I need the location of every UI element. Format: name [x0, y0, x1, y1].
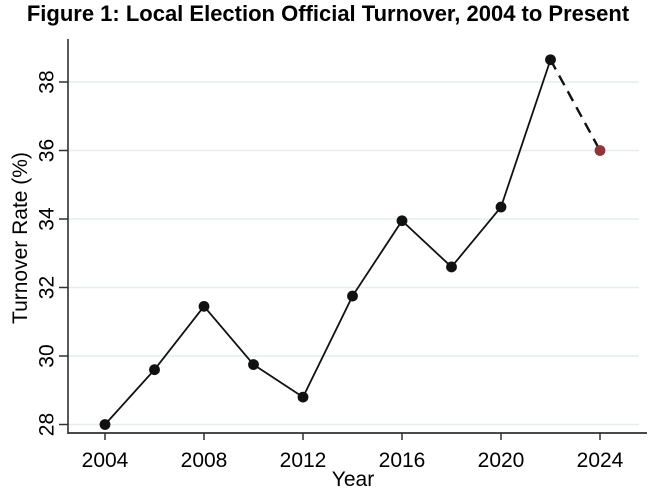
observed-turnover-point	[248, 359, 259, 370]
y-tick-label: 34	[36, 207, 59, 231]
x-axis-ticks	[104, 433, 601, 440]
x-tick-label: 2024	[577, 449, 624, 472]
y-tick-label: 38	[36, 70, 59, 93]
y-axis-ticks	[59, 81, 68, 426]
series-markers	[99, 54, 606, 430]
y-tick-label: 28	[36, 413, 59, 436]
x-tick-label: 2020	[478, 449, 525, 472]
y-tick-label: 30	[36, 344, 59, 367]
figure-title: Figure 1: Local Election Official Turnov…	[26, 1, 630, 26]
y-tick-labels: 28 30 32 34 36 38	[36, 70, 59, 436]
observed-turnover-point	[198, 300, 210, 312]
observed-turnover-point	[149, 364, 160, 376]
observed-turnover-point	[495, 201, 507, 213]
observed-turnover-point	[545, 54, 556, 66]
x-tick-label: 2004	[82, 449, 129, 472]
observed-turnover-point	[297, 391, 309, 403]
observed-turnover-point	[396, 215, 408, 227]
x-axis-title: Year	[331, 468, 375, 491]
observed-turnover-point	[347, 290, 358, 302]
x-tick-label: 2008	[181, 449, 228, 472]
projected-turnover-point	[594, 145, 606, 156]
observed-turnover-point	[446, 261, 457, 273]
axes	[67, 39, 647, 434]
projected-turnover-line	[549, 59, 602, 152]
y-tick-label: 36	[36, 139, 59, 162]
x-tick-label: 2016	[379, 449, 426, 472]
y-tick-label: 32	[36, 276, 59, 299]
x-tick-labels: 2004 2008 2012 2016 2020 2024	[82, 449, 624, 472]
observed-turnover-point	[99, 419, 111, 430]
series-lines	[104, 59, 602, 426]
x-tick-label: 2012	[280, 449, 327, 472]
observed-turnover-line	[104, 59, 552, 426]
